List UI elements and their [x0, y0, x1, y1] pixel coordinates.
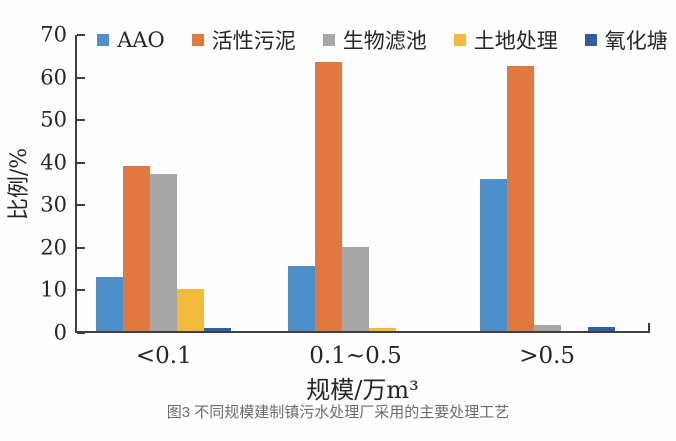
- x-tick-label-0.1~0.5: 0.1~0.5: [309, 343, 402, 369]
- legend-item-AAO: AAO: [97, 28, 165, 52]
- y-tick: [77, 76, 85, 79]
- y-tick: [77, 332, 85, 334]
- y-tick: [77, 289, 85, 292]
- x-tick-label->0.5: >0.5: [519, 343, 576, 369]
- y-axis-line: [75, 35, 77, 333]
- x-axis-end-tick: [648, 323, 650, 331]
- bar-活性污泥-<0.1: [123, 165, 151, 331]
- y-tick: [77, 34, 85, 36]
- bar-土地处理-<0.1: [177, 289, 205, 331]
- bar-土地处理-0.1~0.5: [369, 327, 396, 331]
- legend-marker-icon: [584, 34, 597, 46]
- legend-item-活性污泥: 活性污泥: [191, 25, 296, 55]
- bar-生物滤池-0.1~0.5: [342, 246, 369, 331]
- legend-marker-icon: [322, 34, 335, 46]
- legend: AAO 活性污泥 生物滤池 土地处理 氧化塘: [97, 25, 668, 55]
- plot-area: 0 10 20 30 40 50 60 70 <0.1 0.1~0.5 >0.5 AAO 活性污泥 生…: [7, 24, 668, 404]
- y-tick: [77, 204, 85, 207]
- legend-marker-icon: [453, 34, 466, 46]
- legend-label: 氧化塘: [604, 29, 668, 53]
- y-tick-label: 40: [40, 150, 67, 175]
- bar-活性污泥->0.5: [506, 65, 534, 331]
- legend-label: 生物滤池: [342, 29, 427, 53]
- y-tick: [77, 246, 85, 249]
- x-axis-line: [75, 331, 650, 333]
- bar-AAO-<0.1: [96, 276, 124, 331]
- legend-marker-icon: [191, 34, 204, 46]
- y-tick-label: 30: [40, 192, 67, 217]
- bar-生物滤池-<0.1: [150, 174, 178, 331]
- legend-marker-icon: [97, 34, 110, 46]
- figure-caption: 图3 不同规模建制镇污水处理厂采用的主要处理工艺: [166, 404, 510, 421]
- y-tick-label: 10: [40, 277, 67, 302]
- y-tick-label: 50: [40, 107, 67, 132]
- legend-item-土地处理: 土地处理: [453, 25, 558, 55]
- y-axis-title: 比例/%: [7, 147, 32, 221]
- bar-AAO->0.5: [479, 178, 507, 331]
- y-tick-label: 0: [53, 320, 67, 345]
- y-tick-label: 20: [40, 235, 67, 260]
- bar-活性污泥-0.1~0.5: [315, 61, 342, 331]
- bar-AAO-0.1~0.5: [288, 265, 315, 331]
- bar-生物滤池->0.5: [533, 325, 561, 331]
- bar-氧化塘-<0.1: [204, 328, 232, 331]
- legend-label: 土地处理: [473, 29, 558, 53]
- x-axis-title: 规模/万m³: [306, 376, 419, 404]
- x-tick-label-<0.1: <0.1: [135, 343, 192, 369]
- y-tick: [77, 161, 85, 164]
- legend-label: AAO: [117, 28, 165, 52]
- legend-item-生物滤池: 生物滤池: [322, 25, 427, 55]
- y-tick-label: 70: [40, 22, 67, 47]
- legend-item-氧化塘: 氧化塘: [584, 25, 668, 55]
- y-tick-label: 60: [40, 65, 67, 90]
- bar-氧化塘->0.5: [587, 327, 615, 331]
- legend-label: 活性污泥: [211, 29, 296, 53]
- y-tick: [77, 119, 85, 122]
